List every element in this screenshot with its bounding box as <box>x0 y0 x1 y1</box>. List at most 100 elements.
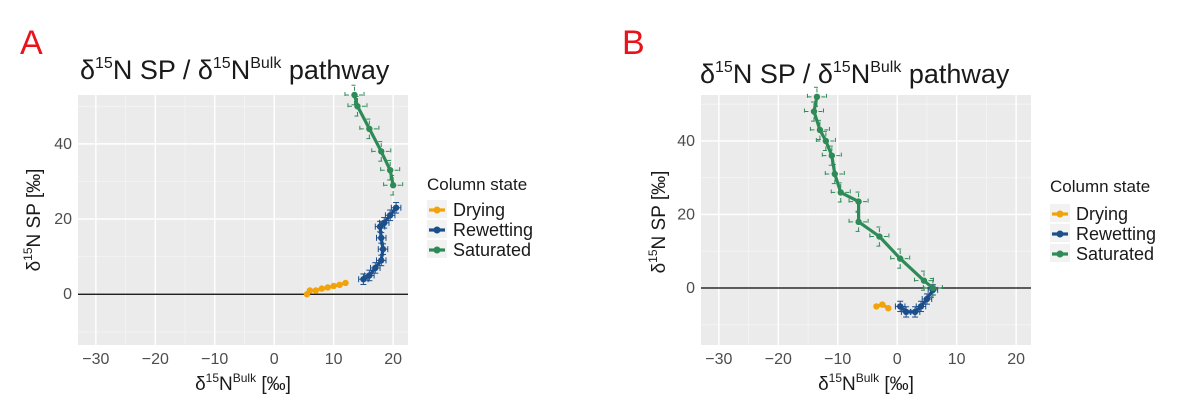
legend-item-drying: Drying <box>1050 204 1128 224</box>
data-point-saturated <box>822 137 830 145</box>
legend-key-point <box>433 246 441 254</box>
series-group-a <box>303 84 404 298</box>
data-point-saturated <box>920 277 928 284</box>
legend-key-point <box>1056 250 1064 258</box>
legend-label-drying: Drying <box>1076 204 1128 224</box>
y-tick-label: 40 <box>54 136 72 153</box>
legend-item-rewetting: Rewetting <box>427 220 533 240</box>
data-point-saturated <box>813 93 821 101</box>
legend-item-rewetting: Rewetting <box>1050 224 1156 244</box>
series-drying <box>873 301 892 312</box>
data-point-drying <box>879 301 886 308</box>
y-tick-label: 20 <box>677 206 695 223</box>
x-tick-label: −10 <box>201 351 228 368</box>
x-tick-label: −20 <box>142 351 169 368</box>
data-point-rewetting <box>379 245 387 253</box>
data-point-saturated <box>855 218 862 226</box>
series-group-b <box>803 86 943 318</box>
gridlines-b <box>701 95 1031 345</box>
y-tick-label: 40 <box>677 133 695 150</box>
x-tick-label: 0 <box>893 351 902 368</box>
data-point-rewetting <box>896 303 904 310</box>
plot-area-b <box>701 95 1031 345</box>
series-saturated <box>803 86 943 299</box>
x-tick-label: 0 <box>270 351 279 368</box>
series-rewetting <box>358 202 402 285</box>
x-axis-title-b: δ15NBulk [‰] <box>818 371 914 395</box>
data-point-rewetting <box>392 204 400 211</box>
panel-label-a: A <box>20 24 43 62</box>
data-point-rewetting <box>923 295 931 303</box>
y-axis-title-b: δ15N SP [‰] <box>646 171 670 274</box>
legend-item-saturated: Saturated <box>427 240 531 260</box>
y-tick-labels-a: 0 20 40 <box>54 136 72 303</box>
x-tick-labels-b: −30 −20 −10 0 10 20 <box>705 351 1025 368</box>
data-point-saturated <box>366 125 373 133</box>
legend-label-drying: Drying <box>453 200 505 220</box>
data-point-saturated <box>929 284 937 292</box>
data-point-rewetting <box>902 308 910 316</box>
data-point-saturated <box>855 198 862 205</box>
data-point-saturated <box>378 148 385 155</box>
data-point-rewetting <box>376 223 384 230</box>
data-point-saturated <box>816 126 824 134</box>
legend-label-rewetting: Rewetting <box>1076 224 1156 244</box>
legend-label-saturated: Saturated <box>453 240 531 260</box>
data-point-drying <box>342 279 349 287</box>
data-point-saturated <box>810 108 818 115</box>
data-point-drying <box>306 287 314 294</box>
legend-label-rewetting: Rewetting <box>453 220 533 240</box>
data-point-saturated <box>354 103 361 110</box>
x-tick-label: −20 <box>765 351 792 368</box>
panel-label-b: B <box>622 24 645 62</box>
series-line-rewetting <box>361 206 398 281</box>
x-tick-label: −10 <box>824 351 851 368</box>
legend-title-b: Column state <box>1050 177 1150 196</box>
x-tick-labels-a: −30 −20 −10 0 10 20 <box>82 351 402 368</box>
data-point-saturated <box>828 152 836 159</box>
plot-area-a <box>78 95 408 345</box>
legend-title-a: Column state <box>427 175 527 194</box>
y-tick-label: 0 <box>686 280 695 297</box>
x-tick-label: 20 <box>384 351 402 368</box>
data-point-rewetting <box>911 308 919 316</box>
y-tick-label: 0 <box>63 286 72 303</box>
panel-b: B δ15N SP / δ15NBulk pathway −30 −20 −10 0 1… <box>622 24 1156 395</box>
legend-item-saturated: Saturated <box>1050 244 1154 264</box>
y-tick-label: 20 <box>54 211 72 228</box>
data-point-drying <box>324 284 331 291</box>
data-point-drying <box>336 281 343 289</box>
data-point-drying <box>885 305 892 312</box>
x-tick-label: 20 <box>1007 351 1025 368</box>
legend-item-drying: Drying <box>427 200 505 220</box>
x-tick-label: −30 <box>705 351 732 368</box>
x-axis-title-a: δ15NBulk [‰] <box>195 371 291 395</box>
data-point-rewetting <box>386 212 394 219</box>
data-point-rewetting <box>378 234 385 242</box>
data-point-drying <box>873 303 880 310</box>
x-tick-label: −30 <box>82 351 109 368</box>
data-point-rewetting <box>381 219 388 227</box>
data-point-saturated <box>389 182 397 189</box>
data-point-rewetting <box>360 276 367 283</box>
chart-title-a: δ15N SP / δ15NBulk pathway <box>80 55 390 85</box>
panel-a: A δ15N SP / δ15NBulk pathway −30 −20 −10 0 1… <box>20 24 533 395</box>
data-point-rewetting <box>366 272 373 279</box>
data-point-saturated <box>351 91 358 99</box>
data-point-saturated <box>837 189 844 196</box>
y-tick-labels-b: 0 20 40 <box>677 133 695 297</box>
data-point-rewetting <box>378 257 385 264</box>
data-point-saturated <box>876 233 883 240</box>
legend-key-point <box>1056 230 1064 238</box>
legend-key-point <box>1056 210 1064 218</box>
data-point-rewetting <box>917 303 925 310</box>
legend-key-point <box>433 226 441 234</box>
legend-label-saturated: Saturated <box>1076 244 1154 264</box>
data-point-saturated <box>896 255 904 262</box>
x-tick-label: 10 <box>948 351 966 368</box>
gridlines-a <box>78 95 408 345</box>
x-tick-label: 10 <box>325 351 343 368</box>
y-axis-title-a: δ15N SP [‰] <box>21 169 45 272</box>
